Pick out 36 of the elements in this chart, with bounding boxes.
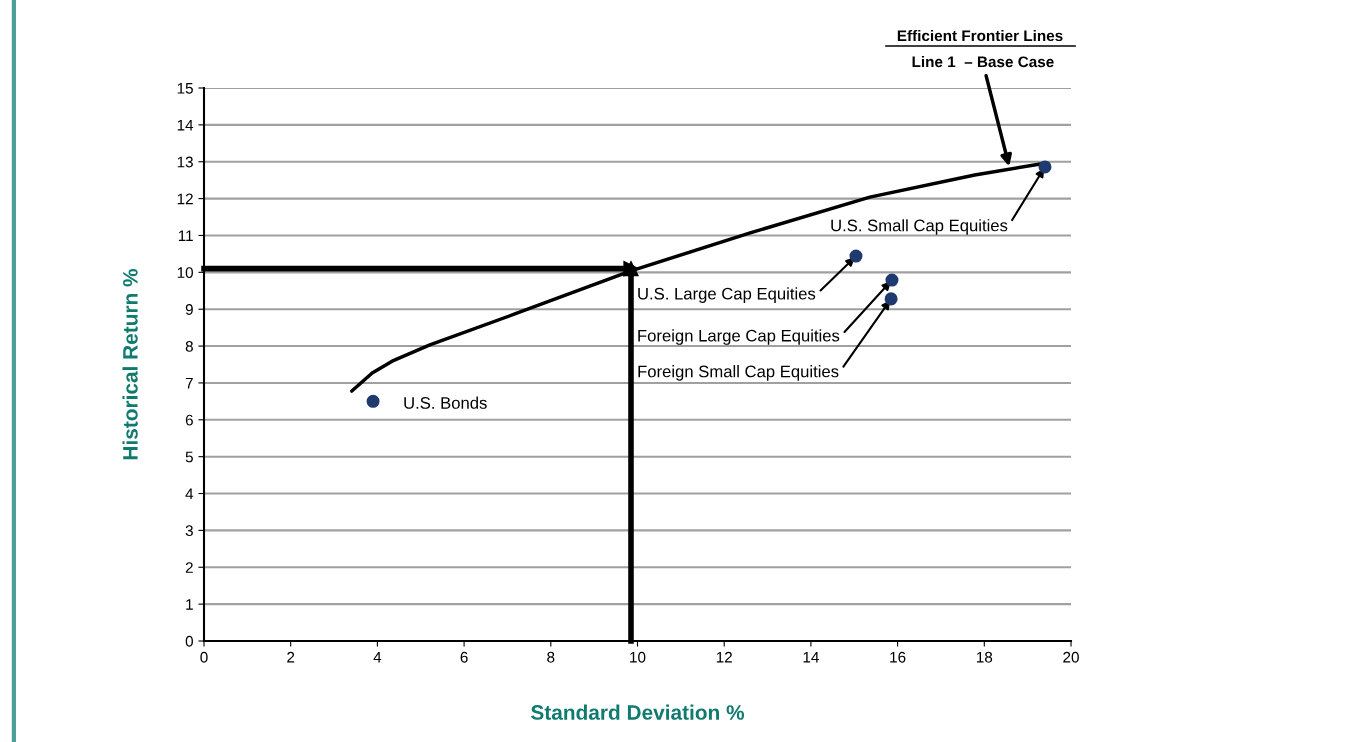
y-tick-label: 11 [178, 230, 193, 241]
x-tick-label: 6 [460, 651, 468, 663]
y-tick-label: 14 [177, 119, 194, 131]
annotation: U.S. Bonds [404, 396, 487, 409]
y-tick-label: 12 [177, 193, 193, 205]
y-tick-label: 1 [186, 599, 193, 610]
y-tick-label: 10 [177, 267, 193, 279]
y-tick-label: 5 [185, 451, 193, 463]
annotation: U.S. Large Cap Equities [638, 287, 816, 303]
x-tick-label: 12 [716, 651, 732, 663]
x-tick-label: 4 [373, 651, 382, 663]
x-tick-label: 14 [803, 651, 819, 663]
x-tick-label: 16 [890, 651, 906, 663]
x-tick-label: 8 [547, 651, 555, 663]
y-axis-title: Historical Return % [122, 268, 138, 460]
text: Efficient Frontier Lines [897, 29, 1063, 42]
x-tick-label: 2 [287, 651, 295, 663]
x-tick-label: 20 [1063, 651, 1079, 663]
y-tick-label: 7 [185, 377, 193, 389]
annotation: U.S. Small Cap Equities [831, 219, 1008, 235]
y-tick-label: 3 [185, 525, 193, 537]
y-tick-label: 2 [185, 562, 193, 573]
annotation: Foreign Small Cap Equities [638, 365, 839, 381]
y-tick-label: 15 [177, 83, 193, 94]
x-tick-label: 18 [976, 651, 993, 663]
x-tick-label: 0 [200, 651, 208, 663]
y-tick-label: 9 [185, 304, 193, 315]
y-tick-label: 0 [185, 635, 193, 647]
y-tick-label: 8 [185, 340, 193, 352]
x-tick-label: 10 [630, 651, 646, 663]
annotation: Foreign Large Cap Equities [638, 329, 840, 345]
y-tick-label: 13 [177, 156, 193, 168]
y-tick-label: 6 [185, 414, 193, 426]
y-tick-label: 4 [185, 488, 194, 500]
text: Line 1 – Base Case [912, 55, 1054, 68]
x-axis-title: Standard Deviation % [531, 704, 745, 720]
